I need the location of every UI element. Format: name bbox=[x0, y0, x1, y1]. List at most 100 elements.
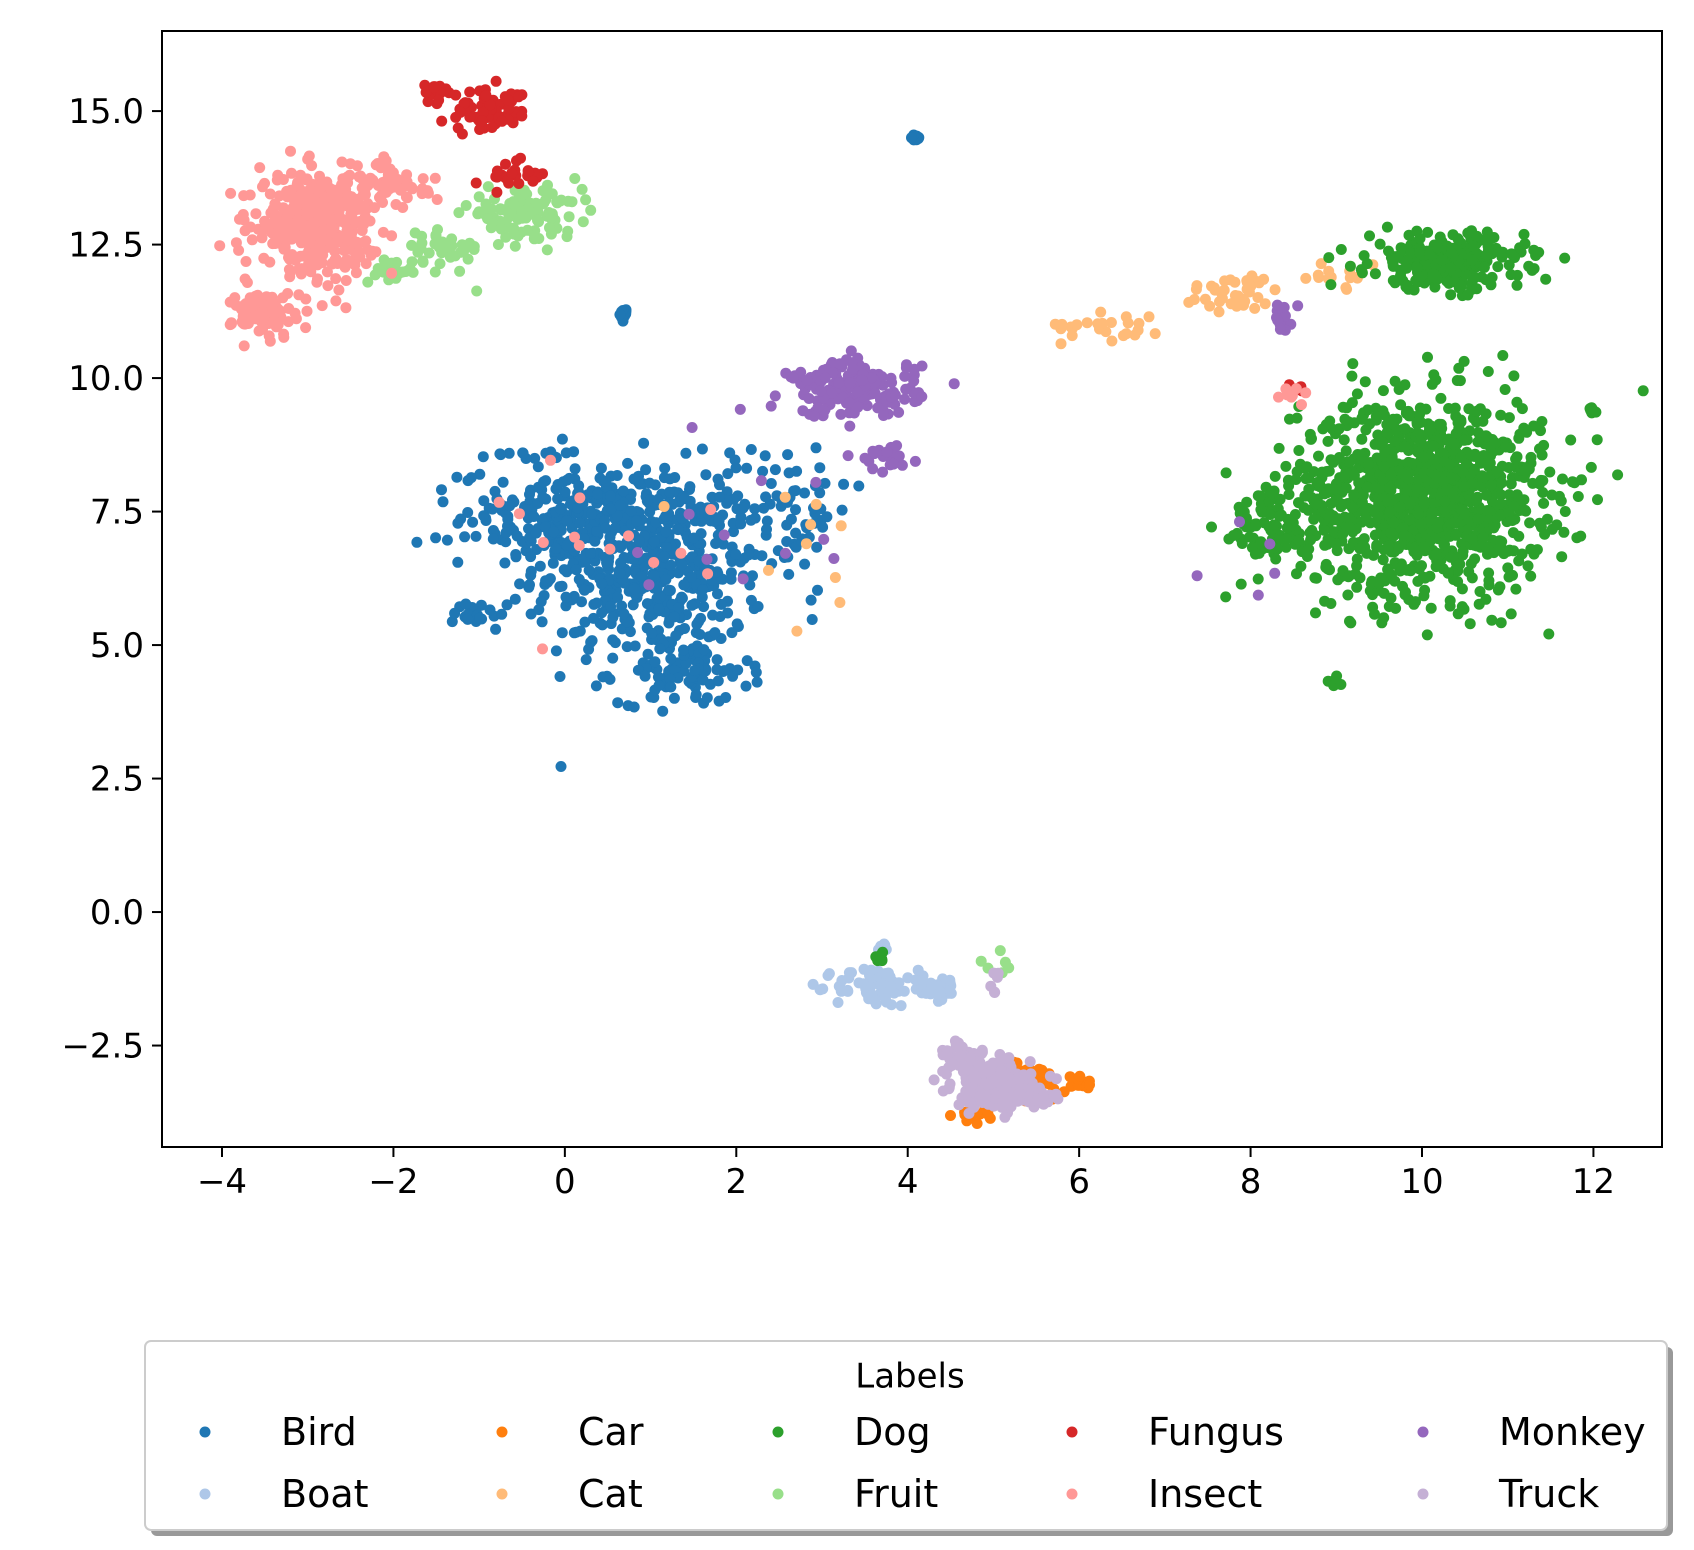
point-truck bbox=[977, 1067, 989, 1079]
point-cat bbox=[834, 597, 846, 608]
point-dog bbox=[1503, 571, 1515, 583]
point-bird bbox=[614, 499, 626, 511]
point-dog bbox=[1543, 628, 1555, 640]
point-bird bbox=[782, 449, 794, 461]
point-dog bbox=[1254, 490, 1266, 502]
point-dog bbox=[1557, 473, 1568, 485]
point-insect bbox=[1296, 399, 1307, 411]
point-dog bbox=[1338, 434, 1350, 446]
point-dog bbox=[1412, 483, 1423, 495]
point-bird bbox=[660, 574, 672, 585]
point-dog bbox=[1351, 388, 1363, 400]
point-boat bbox=[835, 985, 847, 997]
point-dog bbox=[1274, 493, 1286, 505]
point-insect bbox=[361, 175, 373, 187]
point-bird bbox=[548, 526, 560, 538]
point-fruit bbox=[545, 213, 557, 224]
point-fungus bbox=[419, 79, 431, 91]
point-cat bbox=[1056, 318, 1068, 330]
point-monkey bbox=[643, 579, 655, 591]
point-dog bbox=[1471, 283, 1483, 295]
point-dog bbox=[1507, 527, 1519, 539]
point-bird bbox=[817, 521, 829, 533]
point-insect bbox=[573, 540, 585, 551]
point-insect bbox=[283, 303, 295, 314]
point-dog bbox=[1363, 459, 1374, 471]
point-monkey bbox=[844, 377, 856, 389]
point-insect bbox=[271, 174, 283, 186]
point-fungus bbox=[527, 175, 539, 187]
point-fruit bbox=[416, 237, 428, 249]
point-dog bbox=[1495, 498, 1507, 510]
point-bird bbox=[538, 476, 550, 488]
point-bird bbox=[799, 487, 810, 499]
point-monkey bbox=[815, 385, 827, 397]
point-dog bbox=[1325, 536, 1337, 548]
point-dog bbox=[1266, 487, 1278, 499]
point-insect bbox=[225, 187, 237, 199]
point-bird bbox=[596, 578, 608, 590]
point-bird bbox=[550, 645, 562, 657]
point-fruit bbox=[539, 184, 551, 196]
legend-label: Monkey bbox=[1499, 1410, 1646, 1454]
point-dog bbox=[1379, 446, 1391, 458]
point-fungus bbox=[522, 166, 534, 178]
point-insect bbox=[269, 198, 281, 210]
point-fungus bbox=[516, 110, 528, 122]
point-dog bbox=[1508, 370, 1520, 382]
point-bird bbox=[607, 634, 619, 646]
point-car bbox=[982, 1109, 994, 1120]
point-insect bbox=[359, 189, 371, 201]
point-dog bbox=[1443, 403, 1455, 414]
y-tick-label: 7.5 bbox=[90, 493, 144, 533]
point-insect bbox=[386, 267, 398, 279]
point-bird bbox=[500, 536, 512, 548]
point-bird bbox=[660, 526, 672, 538]
point-bird bbox=[769, 464, 781, 476]
point-truck bbox=[989, 986, 1001, 998]
point-cat bbox=[1081, 317, 1093, 329]
point-car bbox=[1064, 1071, 1076, 1083]
point-dog bbox=[1546, 489, 1558, 501]
point-insect bbox=[343, 190, 355, 202]
legend-label: Cat bbox=[578, 1472, 643, 1516]
legend-label: Boat bbox=[281, 1472, 369, 1516]
point-dog bbox=[1386, 416, 1398, 428]
y-tick-label: 12.5 bbox=[68, 226, 144, 266]
point-dog bbox=[1591, 434, 1603, 446]
point-fungus bbox=[477, 106, 489, 118]
point-bird bbox=[490, 623, 502, 635]
point-dog bbox=[1442, 567, 1454, 579]
point-bird bbox=[668, 611, 680, 623]
point-bird bbox=[658, 551, 670, 563]
point-fruit bbox=[417, 256, 429, 268]
point-truck bbox=[947, 1059, 959, 1071]
point-monkey bbox=[856, 374, 868, 386]
legend-label: Dog bbox=[854, 1410, 931, 1454]
point-monkey bbox=[881, 446, 893, 458]
point-dog bbox=[1471, 230, 1483, 242]
point-bird bbox=[715, 598, 727, 610]
point-dog bbox=[1364, 230, 1375, 242]
point-bird bbox=[648, 536, 660, 548]
point-dog bbox=[1467, 450, 1479, 462]
y-tick-label: 5.0 bbox=[90, 626, 144, 666]
point-bird bbox=[664, 473, 676, 485]
point-dog bbox=[1497, 350, 1509, 361]
point-dog bbox=[1537, 487, 1549, 498]
point-dog bbox=[1333, 452, 1345, 463]
point-bird bbox=[528, 511, 540, 522]
point-fruit bbox=[377, 266, 389, 278]
point-bird bbox=[806, 614, 818, 625]
point-monkey bbox=[683, 508, 695, 520]
point-insect bbox=[238, 340, 250, 352]
point-bird bbox=[679, 493, 691, 505]
point-dog bbox=[1612, 469, 1624, 481]
point-dog bbox=[1467, 240, 1479, 252]
point-fungus bbox=[491, 165, 503, 177]
point-bird bbox=[628, 473, 640, 485]
point-truck bbox=[928, 1074, 940, 1086]
point-fruit bbox=[423, 247, 435, 259]
point-dog bbox=[1425, 602, 1437, 614]
point-dog bbox=[1454, 375, 1466, 387]
